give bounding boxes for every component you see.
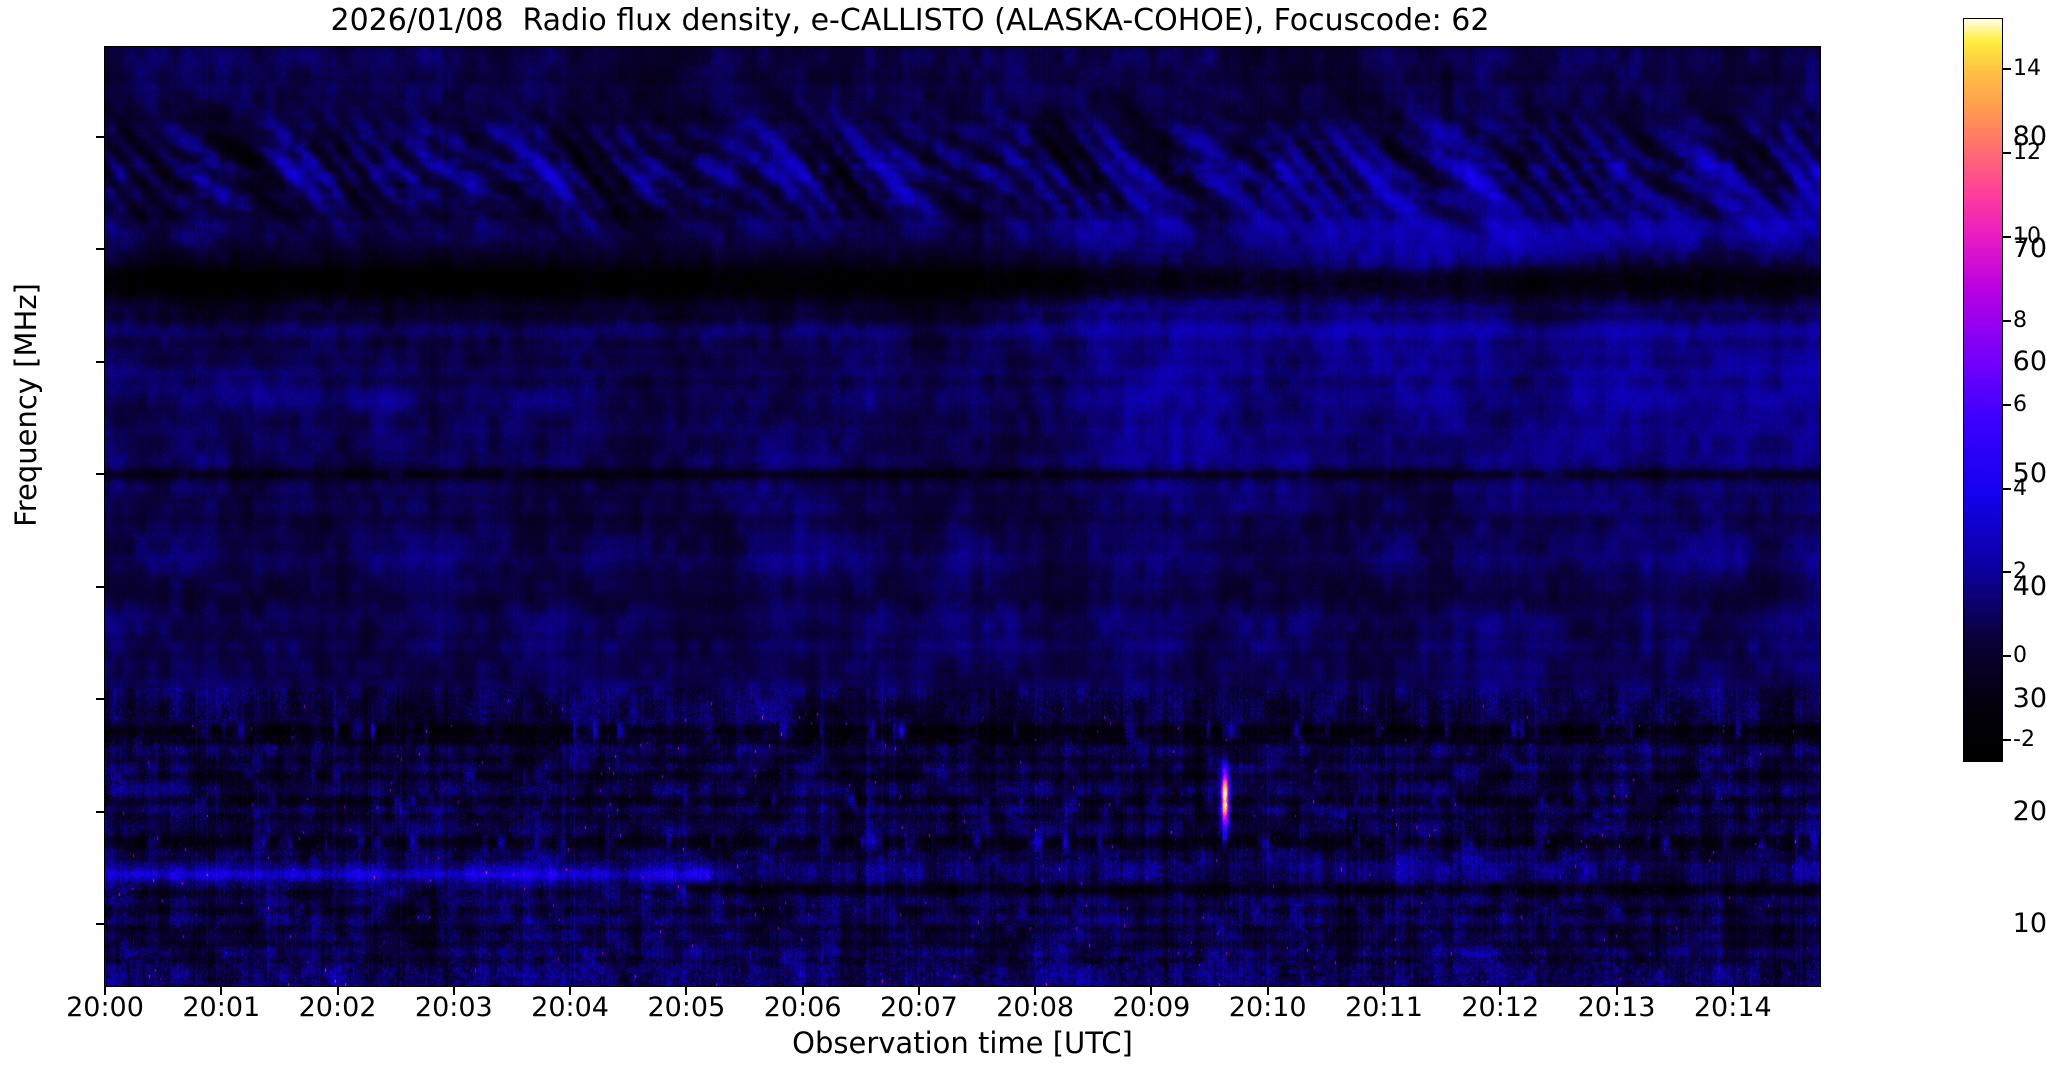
colorbar-tick-label: 10	[2013, 223, 2041, 249]
y-tick-mark	[96, 248, 104, 251]
x-tick-label: 20:03	[414, 992, 493, 1023]
colorbar-tick-mark	[2003, 152, 2011, 155]
x-tick-mark	[1499, 987, 1502, 995]
y-tick-mark	[96, 810, 104, 813]
x-tick-mark	[1731, 987, 1734, 995]
x-axis-label: Observation time [UTC]	[792, 1026, 1133, 1060]
colorbar-tick-mark	[2003, 68, 2011, 71]
colorbar-tick-label: 2	[2013, 559, 2027, 585]
x-tick-mark	[452, 987, 455, 995]
x-tick-label: 20:06	[763, 992, 842, 1023]
y-tick-label: 50	[2012, 458, 2047, 490]
x-tick-mark	[917, 987, 920, 995]
y-tick-mark	[96, 923, 104, 926]
y-tick-label: 40	[2012, 570, 2047, 602]
colorbar-tick-mark	[2003, 571, 2011, 574]
x-tick-mark	[1150, 987, 1153, 995]
x-tick-mark	[569, 987, 572, 995]
colorbar-tick-label: 4	[2013, 475, 2027, 501]
y-tick-label: 30	[2012, 683, 2047, 715]
y-tick-label: 80	[2012, 120, 2047, 152]
colorbar-tick-label: 6	[2013, 391, 2027, 417]
y-tick-mark	[96, 473, 104, 476]
x-tick-label: 20:11	[1345, 992, 1423, 1023]
x-tick-label: 20:14	[1693, 992, 1772, 1023]
y-tick-mark	[96, 585, 104, 588]
x-tick-label: 20:09	[1112, 992, 1191, 1023]
y-tick-label: 70	[2012, 233, 2047, 265]
x-tick-label: 20:04	[531, 992, 609, 1023]
y-tick-mark	[96, 360, 104, 363]
x-tick-label: 20:12	[1461, 992, 1540, 1023]
x-tick-mark	[104, 987, 106, 995]
x-tick-label: 20:00	[66, 992, 144, 1023]
y-axis-label: Frequency [MHz]	[9, 283, 43, 527]
colorbar-tick-mark	[2003, 739, 2011, 742]
x-tick-label: 20:13	[1577, 992, 1656, 1023]
colorbar-tick-mark	[2003, 403, 2011, 406]
y-tick-label: 60	[2012, 345, 2047, 377]
colorbar-gradient	[1964, 19, 2002, 761]
colorbar	[1963, 18, 2003, 762]
x-tick-mark	[801, 987, 804, 995]
x-tick-mark	[1034, 987, 1037, 995]
spectrogram-plot-area	[104, 46, 1821, 987]
x-tick-mark	[1382, 987, 1385, 995]
x-tick-label: 20:01	[182, 992, 261, 1023]
colorbar-tick-label: -2	[2013, 727, 2035, 753]
x-tick-mark	[220, 987, 223, 995]
x-tick-label: 20:08	[996, 992, 1075, 1023]
y-tick-label: 10	[2012, 908, 2047, 940]
x-tick-label: 20:02	[298, 992, 377, 1023]
x-tick-label: 20:10	[1228, 992, 1307, 1023]
colorbar-tick-label: 8	[2013, 307, 2027, 333]
x-tick-mark	[1266, 987, 1269, 995]
colorbar-tick-mark	[2003, 487, 2011, 490]
x-tick-mark	[336, 987, 339, 995]
y-tick-mark	[96, 698, 104, 701]
colorbar-tick-label: 0	[2013, 643, 2027, 669]
y-tick-label: 20	[2012, 795, 2047, 827]
spectrogram-image	[105, 47, 1820, 986]
x-tick-mark	[1615, 987, 1618, 995]
colorbar-tick-mark	[2003, 655, 2011, 658]
x-tick-mark	[685, 987, 688, 995]
page-title: 2026/01/08 Radio flux density, e-CALLIST…	[330, 3, 1490, 38]
colorbar-tick-mark	[2003, 319, 2011, 322]
y-tick-mark	[96, 135, 104, 138]
x-tick-label: 20:05	[647, 992, 726, 1023]
colorbar-tick-label: 12	[2013, 140, 2041, 166]
colorbar-tick-label: 14	[2013, 56, 2041, 82]
x-tick-label: 20:07	[879, 992, 958, 1023]
colorbar-tick-mark	[2003, 235, 2011, 238]
